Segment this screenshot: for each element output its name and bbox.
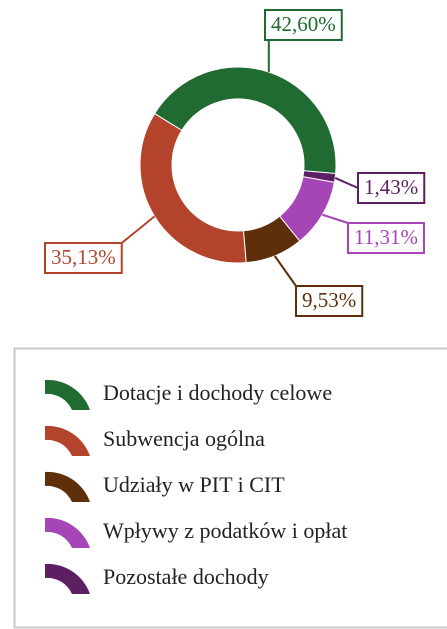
legend-swatch <box>45 471 90 502</box>
data-label: 9,53% <box>302 288 356 312</box>
slice <box>153 66 337 175</box>
legend-swatch <box>45 425 90 456</box>
data-label-box <box>357 172 426 204</box>
legend-label: Wpływy z podatków i opłat <box>103 518 347 543</box>
data-label-box <box>295 285 364 317</box>
slice <box>139 112 247 264</box>
leader-line <box>273 255 297 287</box>
data-label: 35,13% <box>51 245 116 269</box>
legend-label: Udziały w PIT i CIT <box>103 472 285 497</box>
legend-swatch <box>45 379 90 410</box>
slice <box>302 170 337 183</box>
legend-swatch <box>45 563 90 594</box>
data-label-box <box>347 222 425 254</box>
data-label: 1,43% <box>364 175 418 199</box>
legend-label: Subwencja ogólna <box>103 426 265 451</box>
data-label: 42,60% <box>271 12 336 36</box>
legend-swatch <box>45 517 90 548</box>
legend-box <box>13 347 447 629</box>
data-label-box <box>264 9 343 41</box>
legend-label: Dotacje i dochody celowe <box>103 380 332 405</box>
legend-label: Pozostałe dochody <box>103 564 269 589</box>
leader-line <box>121 215 156 244</box>
data-label-box <box>44 242 123 274</box>
leader-line <box>334 177 359 189</box>
leader-line <box>322 213 349 224</box>
data-label: 11,31% <box>354 225 418 249</box>
